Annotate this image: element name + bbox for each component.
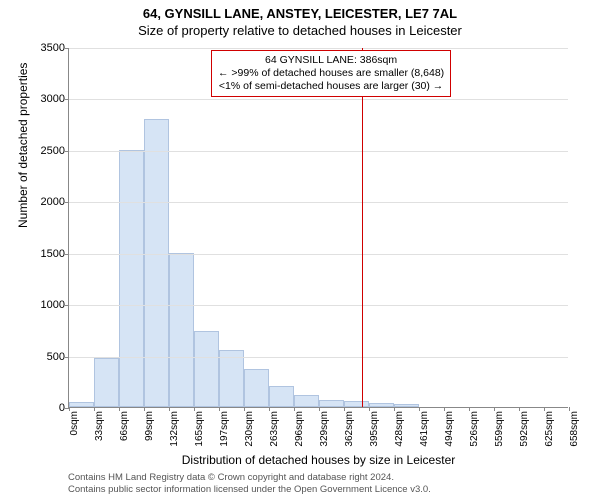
ytick-label: 1500 bbox=[41, 248, 65, 260]
gridline bbox=[69, 99, 568, 100]
xtick-label: 33sqm bbox=[94, 411, 105, 441]
histogram-bar bbox=[169, 253, 194, 407]
ytick-label: 3500 bbox=[41, 42, 65, 54]
xtick-label: 230sqm bbox=[244, 411, 255, 447]
gridline bbox=[69, 48, 568, 49]
ytick-label: 3000 bbox=[41, 93, 65, 105]
ytick-mark bbox=[65, 357, 69, 358]
xtick-label: 559sqm bbox=[494, 411, 505, 447]
annotation-line: ← >99% of detached houses are smaller (8… bbox=[218, 67, 444, 80]
xtick-label: 494sqm bbox=[444, 411, 455, 447]
xtick-label: 625sqm bbox=[544, 411, 555, 447]
ytick-mark bbox=[65, 254, 69, 255]
histogram-bar bbox=[144, 119, 169, 407]
x-axis-label: Distribution of detached houses by size … bbox=[69, 453, 568, 467]
gridline bbox=[69, 202, 568, 203]
ytick-mark bbox=[65, 48, 69, 49]
ytick-label: 2500 bbox=[41, 145, 65, 157]
histogram-bar bbox=[319, 400, 344, 407]
xtick-label: 197sqm bbox=[219, 411, 230, 447]
histogram-bar bbox=[194, 331, 219, 407]
marker-line bbox=[362, 48, 363, 407]
annotation-box: 64 GYNSILL LANE: 386sqm← >99% of detache… bbox=[211, 50, 451, 97]
histogram-bar bbox=[344, 401, 369, 407]
histogram-bar bbox=[219, 350, 244, 407]
histogram-bar bbox=[394, 404, 419, 407]
xtick-label: 526sqm bbox=[469, 411, 480, 447]
footer-line: Contains public sector information licen… bbox=[68, 484, 431, 496]
xtick-label: 428sqm bbox=[394, 411, 405, 447]
ytick-mark bbox=[65, 99, 69, 100]
ytick-mark bbox=[65, 202, 69, 203]
histogram-bar bbox=[244, 369, 269, 407]
histogram-bar bbox=[94, 358, 119, 407]
xtick-label: 165sqm bbox=[194, 411, 205, 447]
ytick-mark bbox=[65, 151, 69, 152]
xtick-label: 132sqm bbox=[169, 411, 180, 447]
footer-attribution: Contains HM Land Registry data © Crown c… bbox=[68, 472, 431, 496]
xtick-label: 461sqm bbox=[419, 411, 430, 447]
histogram-bar bbox=[269, 386, 294, 407]
histogram-bar bbox=[69, 402, 94, 407]
gridline bbox=[69, 254, 568, 255]
xtick-label: 592sqm bbox=[519, 411, 530, 447]
gridline bbox=[69, 305, 568, 306]
xtick-label: 66sqm bbox=[119, 411, 130, 441]
gridline bbox=[69, 357, 568, 358]
xtick-label: 99sqm bbox=[144, 411, 155, 441]
xtick-label: 658sqm bbox=[569, 411, 580, 447]
footer-line: Contains HM Land Registry data © Crown c… bbox=[68, 472, 431, 484]
histogram-bar bbox=[369, 403, 394, 407]
xtick-label: 395sqm bbox=[369, 411, 380, 447]
ytick-label: 1000 bbox=[41, 299, 65, 311]
page-subtitle: Size of property relative to detached ho… bbox=[0, 21, 600, 38]
annotation-line: <1% of semi-detached houses are larger (… bbox=[218, 80, 444, 93]
histogram-chart: Distribution of detached houses by size … bbox=[68, 48, 568, 408]
xtick-label: 329sqm bbox=[319, 411, 330, 447]
xtick-label: 296sqm bbox=[294, 411, 305, 447]
ytick-label: 500 bbox=[47, 351, 65, 363]
xtick-label: 0sqm bbox=[69, 411, 80, 435]
page-title: 64, GYNSILL LANE, ANSTEY, LEICESTER, LE7… bbox=[0, 0, 600, 21]
annotation-line: 64 GYNSILL LANE: 386sqm bbox=[218, 54, 444, 67]
xtick-label: 263sqm bbox=[269, 411, 280, 447]
ytick-label: 0 bbox=[59, 402, 65, 414]
gridline bbox=[69, 151, 568, 152]
histogram-bar bbox=[294, 395, 319, 407]
xtick-label: 362sqm bbox=[344, 411, 355, 447]
ytick-label: 2000 bbox=[41, 196, 65, 208]
histogram-bar bbox=[119, 150, 144, 407]
y-axis-label: Number of detached properties bbox=[16, 63, 30, 228]
ytick-mark bbox=[65, 305, 69, 306]
